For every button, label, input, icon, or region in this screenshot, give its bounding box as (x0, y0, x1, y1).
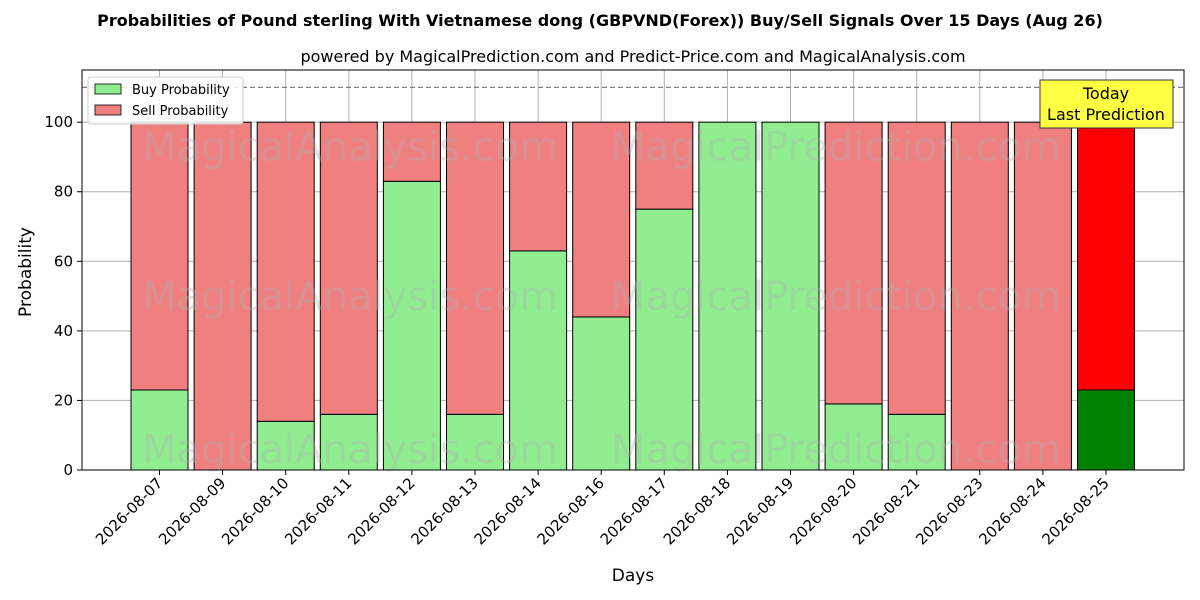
today-annotation-line1: Today (1082, 84, 1129, 103)
x-tick-label: 2026-08-21 (849, 474, 923, 548)
x-axis-ticks: 2026-08-072026-08-092026-08-102026-08-11… (92, 470, 1113, 548)
bar-buy (509, 250, 568, 471)
x-tick-label: 2026-08-09 (155, 474, 229, 548)
legend-swatch-buy (94, 83, 122, 95)
today-annotation: Today Last Prediction (1039, 79, 1174, 129)
x-tick-label: 2026-08-13 (407, 474, 481, 548)
bar-buy (1077, 389, 1135, 471)
y-tick-label: 60 (54, 252, 73, 270)
bar-buy (761, 121, 820, 471)
legend-swatch-sell (94, 104, 122, 116)
bar-sell (256, 121, 315, 422)
y-axis-ticks: 0 20 40 60 80 100 (44, 113, 82, 479)
legend-box (87, 76, 244, 125)
y-axis-label: Probability (16, 227, 36, 317)
watermark-text: MagicalPrediction.com (611, 125, 1061, 171)
y-tick-label: 20 (54, 391, 73, 409)
bar-sell (635, 121, 694, 210)
chart-subtitle: powered by MagicalPrediction.com and Pre… (300, 47, 965, 66)
plot-frame (81, 69, 1185, 471)
bar-sell (1013, 121, 1072, 471)
bars (130, 121, 1135, 471)
today-annotation-box (1039, 79, 1174, 129)
bar-sell (130, 121, 189, 391)
x-tick-label: 2026-08-10 (218, 474, 292, 548)
watermark-text: MagicalAnalysis.com (142, 125, 558, 171)
x-tick-label: 2026-08-23 (912, 474, 986, 548)
bar-sell (887, 121, 946, 415)
legend-label-buy: Buy Probability (132, 83, 230, 98)
bar-sell (824, 121, 883, 405)
watermark-text: MagicalPrediction.com (611, 427, 1061, 473)
x-tick-label: 2026-08-16 (534, 474, 608, 548)
bar-sell (319, 121, 378, 415)
x-tick-label: 2026-08-12 (344, 474, 418, 548)
y-tick-label: 100 (44, 113, 73, 131)
bar-sell (509, 121, 568, 252)
today-annotation-line2: Last Prediction (1047, 105, 1165, 124)
bar-buy (824, 403, 883, 471)
x-tick-label: 2026-08-20 (786, 474, 860, 548)
bar-sell (382, 121, 441, 182)
x-tick-label: 2026-08-17 (597, 474, 671, 548)
bar-buy (635, 208, 694, 471)
bar-sell (950, 121, 1009, 471)
bar-buy (572, 316, 631, 471)
watermark-text: MagicalPrediction.com (611, 274, 1061, 320)
x-tick-label: 2026-08-07 (92, 474, 166, 548)
bar-sell (446, 121, 504, 415)
watermark-text: MagicalAnalysis.com (142, 274, 558, 320)
legend: Buy Probability Sell Probability (87, 76, 244, 125)
x-tick-label: 2026-08-18 (660, 474, 734, 548)
bar-buy (887, 413, 946, 471)
x-axis-label: Days (612, 566, 655, 586)
x-tick-label: 2026-08-19 (723, 474, 797, 548)
bar-sell (193, 121, 252, 471)
bar-buy (698, 121, 757, 471)
bar-buy (319, 413, 378, 471)
watermarks: MagicalAnalysis.com MagicalPrediction.com… (142, 125, 1061, 474)
chart-title: Probabilities of Pound sterling With Vie… (97, 11, 1103, 30)
bar-sell (1077, 121, 1135, 391)
y-tick-label: 40 (54, 322, 73, 340)
x-tick-label: 2026-08-25 (1038, 474, 1112, 548)
y-tick-label: 0 (63, 461, 73, 479)
x-tick-label: 2026-08-11 (281, 474, 355, 548)
bar-sell (572, 121, 631, 318)
watermark-text: MagicalAnalysis.com (142, 427, 558, 473)
y-tick-label: 80 (54, 183, 73, 201)
x-tick-label: 2026-08-14 (471, 474, 545, 548)
x-tick-label: 2026-08-24 (975, 474, 1049, 548)
legend-label-sell: Sell Probability (132, 104, 229, 119)
